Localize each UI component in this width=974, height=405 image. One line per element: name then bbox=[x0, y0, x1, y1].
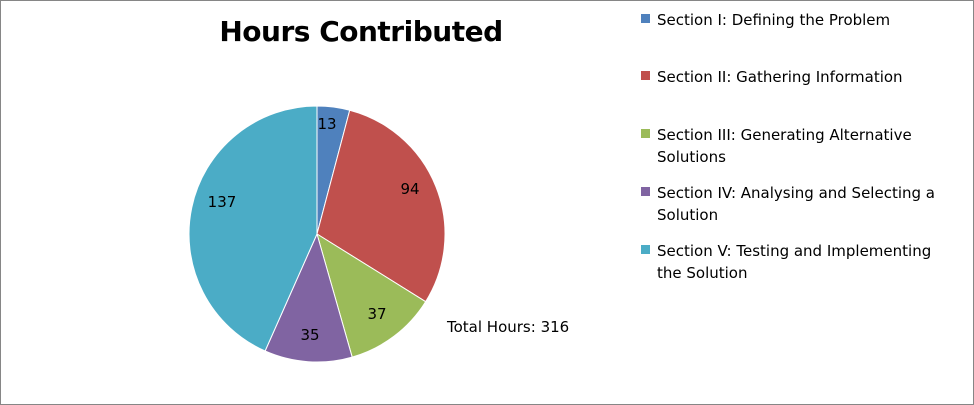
data-label-section-1: 13 bbox=[317, 115, 336, 133]
legend-label-section-1: Section I: Defining the Problem bbox=[657, 11, 891, 29]
legend-label-section-3: Section III: Generating Alternative Solu… bbox=[657, 126, 912, 166]
data-label-section-4: 35 bbox=[300, 326, 319, 344]
pie-slice-section-4 bbox=[264, 232, 353, 363]
legend-swatch-section-3 bbox=[641, 129, 650, 138]
pie-data-labels: 13 94 37 35 137 bbox=[208, 115, 420, 344]
legend-label-section-5: Section V: Testing and Implementing the … bbox=[657, 242, 932, 282]
legend-swatch-section-4 bbox=[641, 187, 650, 196]
total-hours-annotation: Total Hours: 316 bbox=[447, 318, 570, 336]
data-label-section-2: 94 bbox=[400, 180, 419, 198]
data-label-section-3: 37 bbox=[367, 305, 386, 323]
data-label-section-5: 137 bbox=[208, 193, 237, 211]
pie-slice-section-3 bbox=[316, 232, 427, 358]
legend-swatch-section-1 bbox=[641, 14, 650, 23]
chart-legend: Section I: Defining the Problem Section … bbox=[641, 1, 971, 301]
legend-label-section-4: Section IV: Analysing and Selecting a So… bbox=[657, 184, 935, 224]
legend-swatch-section-2 bbox=[641, 71, 650, 80]
pie-slice-section-5 bbox=[188, 105, 318, 352]
chart-title: Hours Contributed bbox=[219, 15, 503, 48]
legend-label-section-2: Section II: Gathering Information bbox=[657, 68, 903, 86]
pie-slices bbox=[188, 105, 446, 363]
legend-swatch-section-5 bbox=[641, 245, 650, 254]
